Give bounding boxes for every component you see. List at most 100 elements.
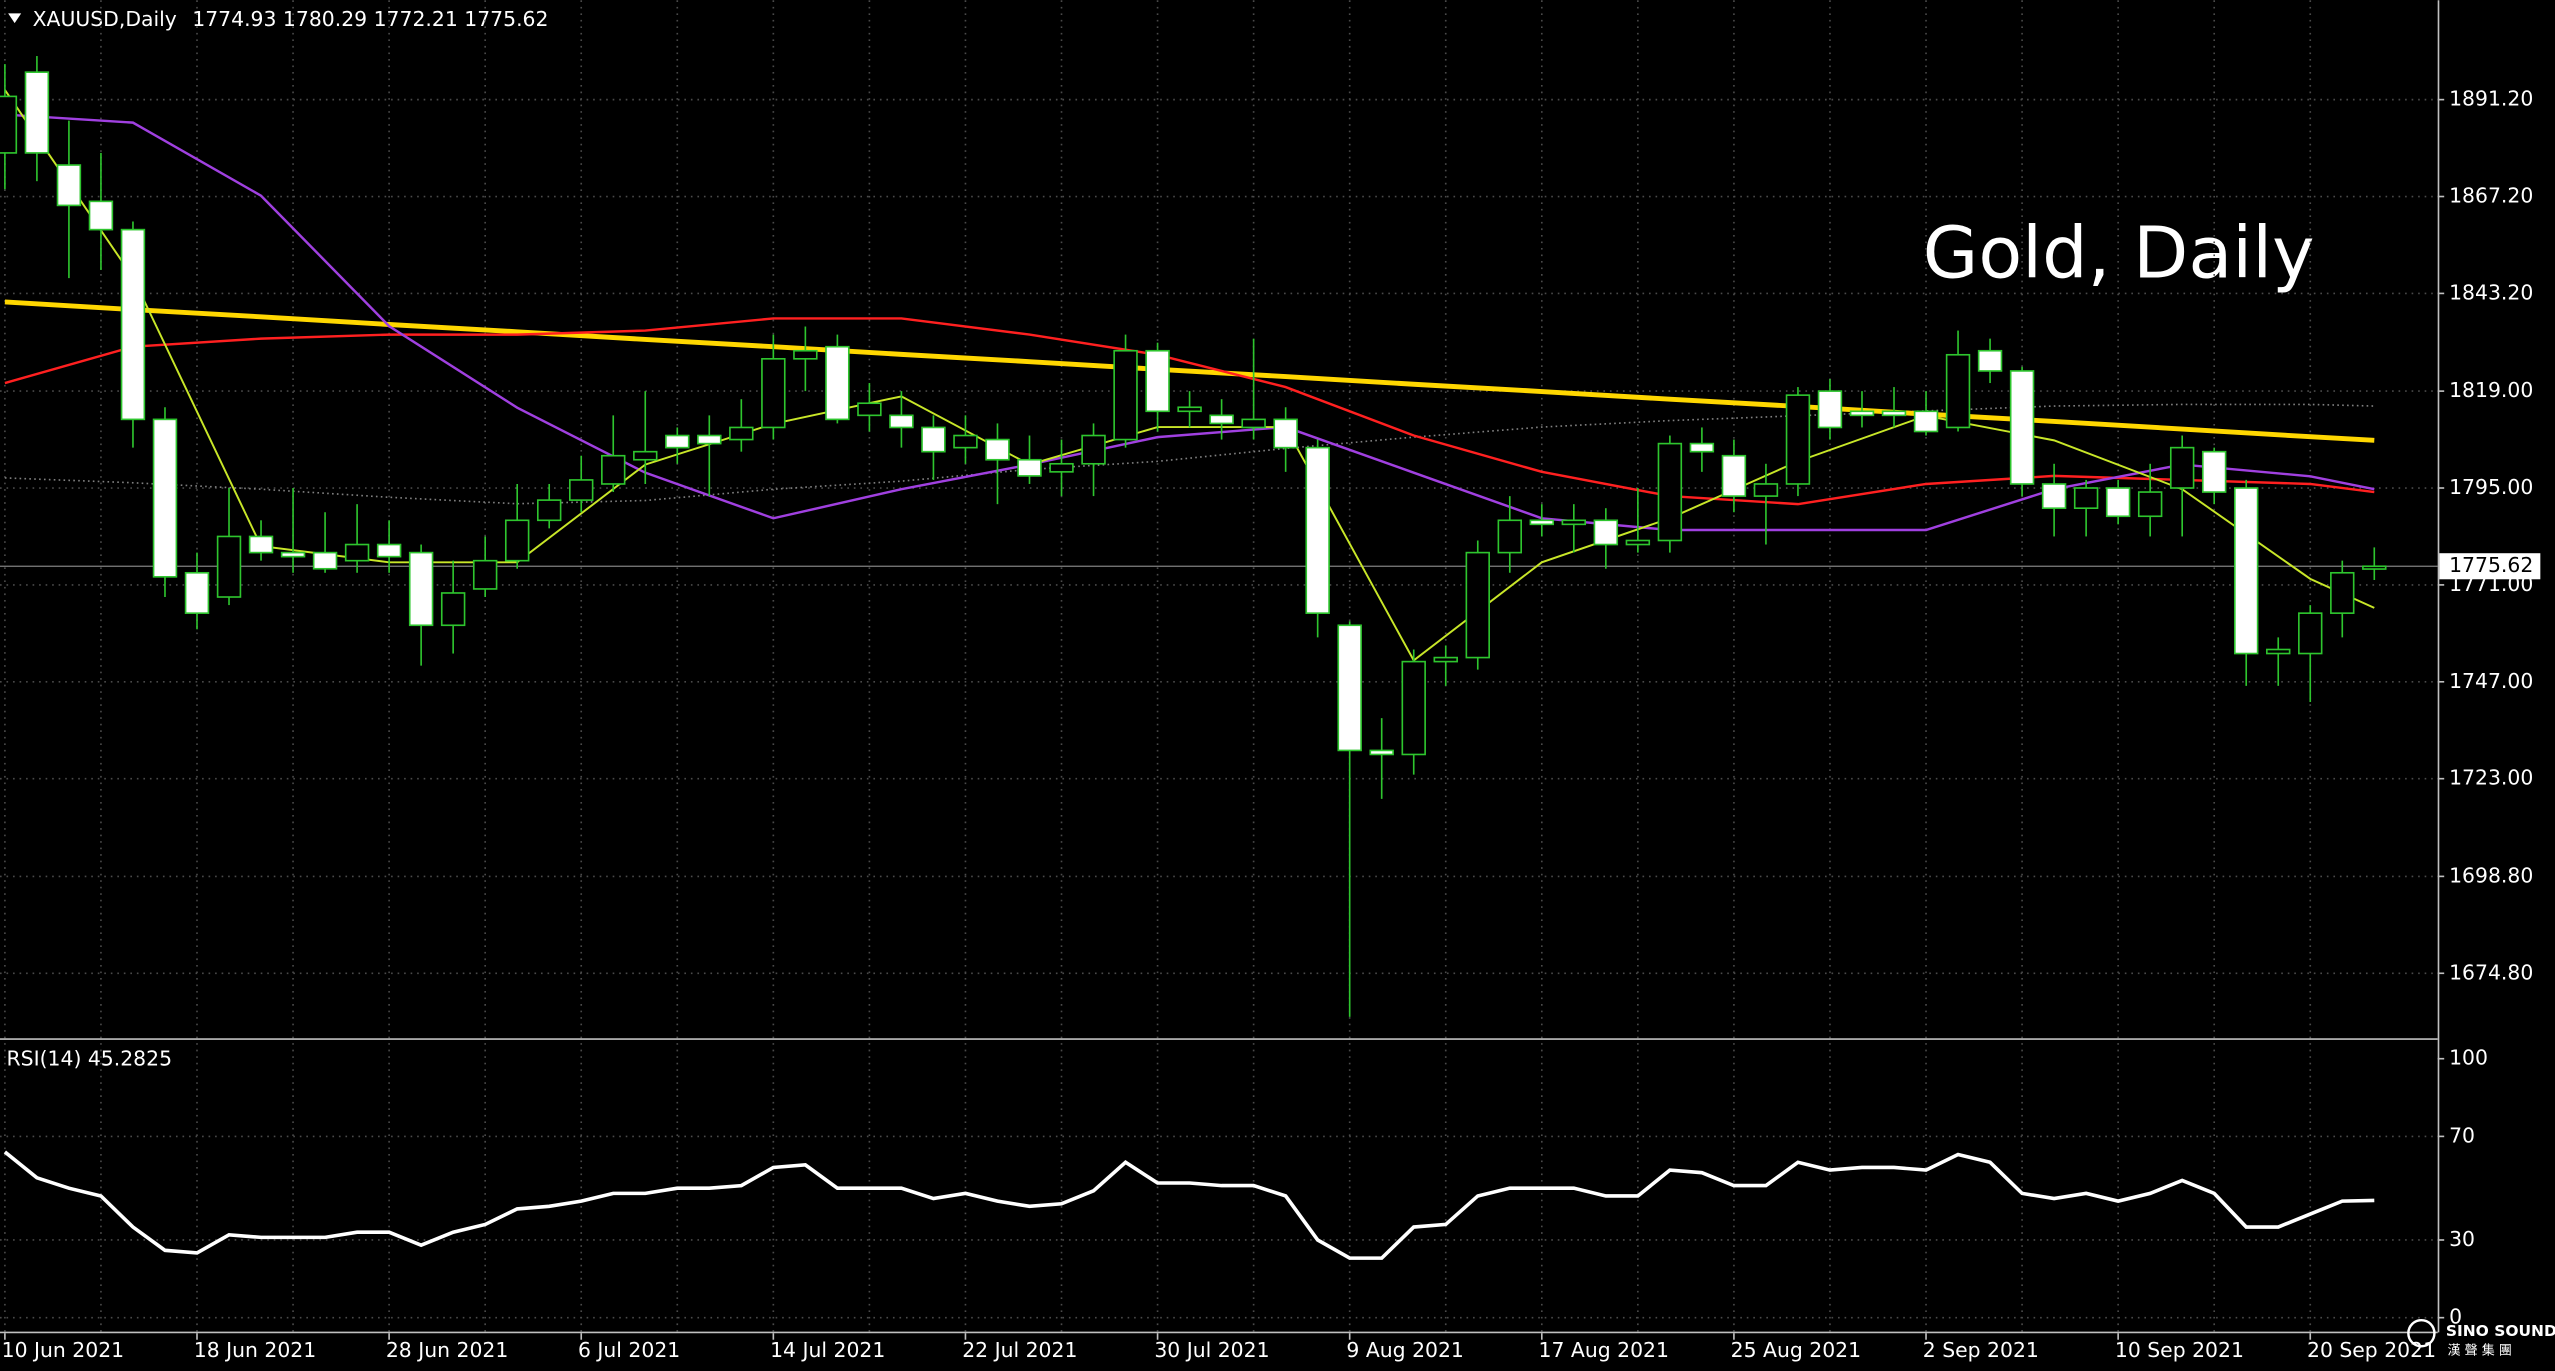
candle-body — [440, 592, 466, 627]
moving-average — [4, 403, 2375, 505]
candle-body — [472, 559, 498, 590]
candle-body — [408, 551, 434, 627]
candle-body — [344, 543, 370, 562]
candle-body — [2233, 487, 2259, 655]
candle-body — [1401, 660, 1426, 756]
candle-body — [1529, 519, 1555, 526]
y-tick-label: 100 — [2449, 1046, 2488, 1070]
candle-body — [665, 434, 690, 449]
candle-body — [0, 95, 18, 154]
candle-body — [889, 414, 914, 429]
candle-body — [1305, 446, 1330, 614]
chart-title: XAUUSD,Daily — [33, 7, 177, 31]
last-price-box — [2439, 553, 2541, 580]
candle-body — [1657, 442, 1683, 542]
candle-body — [1785, 394, 1811, 485]
y-tick-label: 1843.20 — [2449, 280, 2533, 304]
x-tick-label: 18 Jun 2021 — [194, 1338, 316, 1362]
rsi-line — [3, 1150, 2375, 1260]
candle-body — [1241, 418, 1266, 429]
x-tick-label: 6 Jul 2021 — [578, 1338, 680, 1362]
candle-body — [1337, 624, 1362, 752]
candle-body — [921, 426, 946, 453]
candle-body — [601, 454, 626, 485]
candle-body — [1145, 349, 1170, 413]
candle-body — [793, 349, 818, 360]
candle-body — [312, 551, 338, 570]
candle-body — [280, 551, 306, 558]
x-tick-label: 2 Sep 2021 — [1923, 1338, 2039, 1362]
candle-body — [1881, 410, 1907, 417]
candle-body — [1017, 458, 1042, 477]
candle-body — [1721, 454, 1747, 497]
y-tick-label: 1819.00 — [2449, 378, 2533, 402]
candle-body — [697, 434, 722, 445]
y-tick-label: 1747.00 — [2449, 669, 2533, 693]
candle-body — [1753, 483, 1779, 497]
candle-body — [1977, 349, 2003, 372]
candle-body — [1913, 410, 1939, 433]
rsi-title: RSI(14) 45.2825 — [7, 1046, 173, 1070]
logo: SINO SOUND 漢 聲 集 團 — [2407, 1318, 2555, 1359]
candle-body — [2105, 487, 2131, 518]
candle-body — [1049, 462, 1074, 473]
y-tick-label: 0 — [2449, 1305, 2462, 1329]
candle-body — [2073, 487, 2099, 510]
candle-body — [24, 71, 50, 154]
candle-body — [152, 418, 178, 578]
y-tick-label: 1698.80 — [2449, 863, 2533, 887]
candle-body — [536, 499, 562, 522]
candle-body — [2362, 565, 2387, 570]
x-tick-label: 25 Aug 2021 — [1731, 1338, 1861, 1362]
candle-body — [2266, 648, 2291, 655]
y-tick-label: 1867.20 — [2449, 184, 2533, 208]
candle-body — [825, 345, 850, 421]
x-tick-label: 14 Jul 2021 — [770, 1338, 885, 1362]
candle-body — [1433, 656, 1458, 663]
logo-name: SINO SOUND — [2446, 1322, 2555, 1340]
candle-body — [1561, 519, 1587, 526]
candle-body — [1465, 551, 1490, 659]
x-tick-label: 28 Jun 2021 — [386, 1338, 508, 1362]
last-price-label: 1775.62 — [2449, 553, 2533, 577]
y-tick-label: 1674.80 — [2449, 960, 2533, 984]
y-tick-label: 1891.20 — [2449, 87, 2533, 111]
candle-body — [184, 571, 210, 614]
candle-body — [216, 535, 242, 598]
candle-body — [248, 535, 274, 554]
y-tick-label: 30 — [2449, 1227, 2475, 1251]
candle-body — [857, 402, 882, 417]
candle-body — [729, 426, 754, 441]
candle-body — [1945, 353, 1971, 429]
x-tick-label: 17 Aug 2021 — [1539, 1338, 1669, 1362]
x-tick-label: 30 Jul 2021 — [1154, 1338, 1269, 1362]
menu-arrow[interactable] — [8, 13, 22, 24]
candle-body — [2201, 450, 2227, 493]
candle-body — [2298, 612, 2323, 655]
candle-body — [120, 228, 146, 421]
candle-body — [504, 519, 530, 562]
candle-body — [2330, 571, 2355, 614]
candle-body — [1081, 434, 1106, 465]
candle-body — [88, 200, 114, 231]
x-tick-label: 10 Sep 2021 — [2115, 1338, 2244, 1362]
x-tick-label: 10 Jun 2021 — [2, 1338, 124, 1362]
candle-body — [1593, 519, 1619, 546]
candle-body — [1625, 539, 1651, 546]
candle-body — [1689, 442, 1715, 453]
candle-body — [2169, 446, 2195, 489]
candle-body — [1817, 390, 1843, 429]
candle-body — [376, 543, 402, 558]
logo-emblem — [2407, 1318, 2436, 1348]
candle-body — [1273, 418, 1298, 449]
y-tick-label: 1795.00 — [2449, 475, 2533, 499]
x-tick-label: 20 Sep 2021 — [2307, 1338, 2436, 1362]
candle-body — [1209, 414, 1234, 425]
candle-body — [985, 438, 1010, 461]
watermark: Gold, Daily — [1923, 210, 2315, 294]
y-tick-label: 70 — [2449, 1123, 2475, 1147]
x-tick-label: 9 Aug 2021 — [1346, 1338, 1463, 1362]
